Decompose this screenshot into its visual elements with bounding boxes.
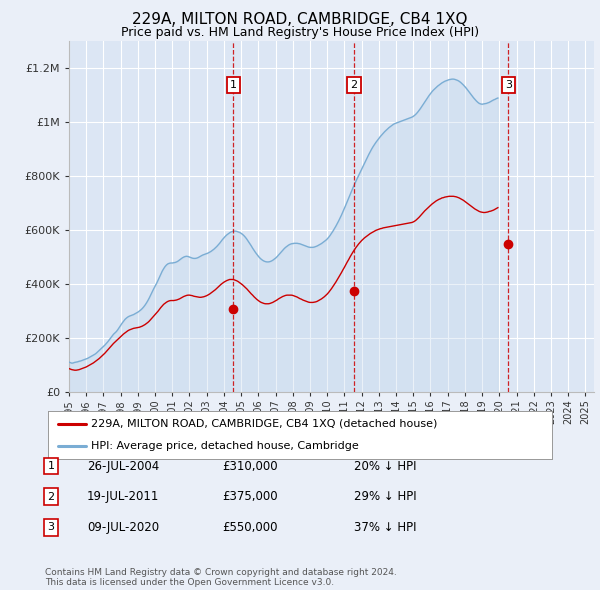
Text: 3: 3 — [47, 523, 55, 532]
Text: 20% ↓ HPI: 20% ↓ HPI — [354, 460, 416, 473]
Text: £310,000: £310,000 — [222, 460, 278, 473]
Text: 37% ↓ HPI: 37% ↓ HPI — [354, 521, 416, 534]
Text: 19-JUL-2011: 19-JUL-2011 — [87, 490, 160, 503]
Text: £550,000: £550,000 — [222, 521, 277, 534]
Text: 29% ↓ HPI: 29% ↓ HPI — [354, 490, 416, 503]
Text: 09-JUL-2020: 09-JUL-2020 — [87, 521, 159, 534]
Text: 1: 1 — [230, 80, 237, 90]
Text: 2: 2 — [47, 492, 55, 502]
Text: 229A, MILTON ROAD, CAMBRIDGE, CB4 1XQ (detached house): 229A, MILTON ROAD, CAMBRIDGE, CB4 1XQ (d… — [91, 419, 437, 429]
Text: 3: 3 — [505, 80, 512, 90]
Text: Contains HM Land Registry data © Crown copyright and database right 2024.
This d: Contains HM Land Registry data © Crown c… — [45, 568, 397, 587]
Text: 26-JUL-2004: 26-JUL-2004 — [87, 460, 159, 473]
Text: £375,000: £375,000 — [222, 490, 278, 503]
Text: 229A, MILTON ROAD, CAMBRIDGE, CB4 1XQ: 229A, MILTON ROAD, CAMBRIDGE, CB4 1XQ — [132, 12, 468, 27]
Text: 2: 2 — [350, 80, 358, 90]
Text: 1: 1 — [47, 461, 55, 471]
Text: Price paid vs. HM Land Registry's House Price Index (HPI): Price paid vs. HM Land Registry's House … — [121, 26, 479, 39]
Text: HPI: Average price, detached house, Cambridge: HPI: Average price, detached house, Camb… — [91, 441, 359, 451]
